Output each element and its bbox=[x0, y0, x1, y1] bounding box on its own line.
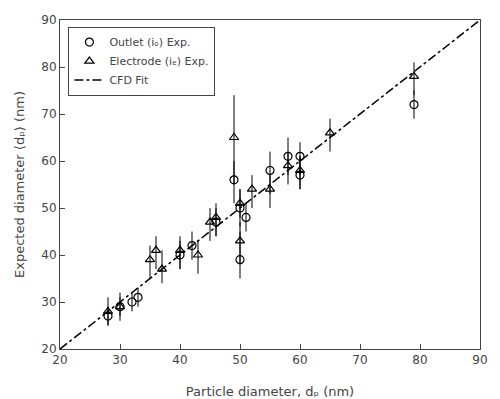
svg-text:50: 50 bbox=[41, 201, 56, 215]
svg-text:50: 50 bbox=[232, 353, 247, 367]
svg-text:20: 20 bbox=[52, 353, 67, 367]
svg-text:40: 40 bbox=[41, 248, 56, 262]
svg-text:30: 30 bbox=[112, 353, 127, 367]
svg-text:Electrode (iₑ) Exp.: Electrode (iₑ) Exp. bbox=[109, 55, 208, 68]
svg-text:60: 60 bbox=[41, 154, 56, 168]
svg-text:Particle diameter, dₚ (nm): Particle diameter, dₚ (nm) bbox=[186, 384, 354, 399]
svg-text:CFD Fit: CFD Fit bbox=[109, 74, 149, 87]
svg-text:Expected diameter ⟨dₚ⟩ (nm): Expected diameter ⟨dₚ⟩ (nm) bbox=[12, 91, 27, 278]
svg-text:70: 70 bbox=[41, 107, 56, 121]
svg-text:30: 30 bbox=[41, 295, 56, 309]
svg-text:Outlet (iₒ) Exp.: Outlet (iₒ) Exp. bbox=[109, 36, 190, 49]
svg-text:60: 60 bbox=[292, 353, 307, 367]
svg-text:80: 80 bbox=[412, 353, 427, 367]
svg-text:90: 90 bbox=[41, 13, 56, 27]
svg-text:20: 20 bbox=[41, 342, 56, 356]
svg-text:80: 80 bbox=[41, 60, 56, 74]
svg-text:40: 40 bbox=[172, 353, 187, 367]
svg-text:90: 90 bbox=[472, 353, 487, 367]
svg-text:70: 70 bbox=[352, 353, 367, 367]
